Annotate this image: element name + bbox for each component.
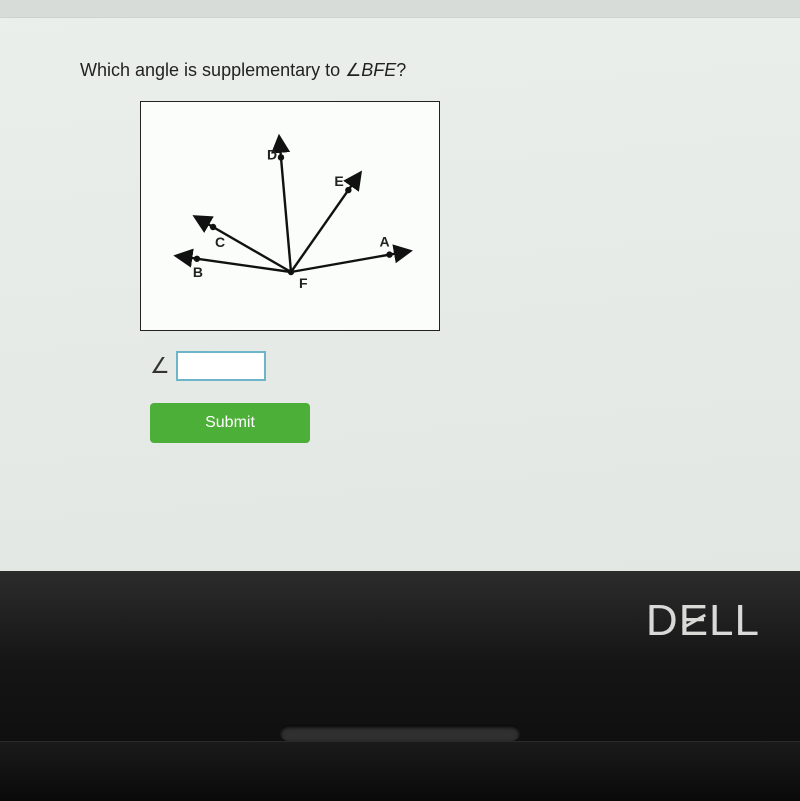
question-content: Which angle is supplementary to ∠BFE? BA… — [0, 30, 800, 443]
laptop-screen: Which angle is supplementary to ∠BFE? BA… — [0, 0, 800, 581]
svg-text:C: C — [215, 234, 225, 250]
question-text: Which angle is supplementary to ∠BFE? — [80, 60, 740, 81]
geometry-diagram: B A E D C F — [140, 101, 440, 331]
diagram-svg: B A E D C F — [141, 102, 441, 332]
brand-logo: DELL — [646, 596, 760, 646]
question-angle-label: BFE — [361, 60, 396, 80]
answer-row: ∠ — [150, 351, 740, 381]
svg-text:D: D — [267, 146, 277, 162]
laptop-bezel: DELL — [0, 571, 800, 801]
question-prefix: Which angle is supplementary to — [80, 60, 345, 80]
svg-text:B: B — [193, 264, 203, 280]
svg-text:F: F — [299, 275, 308, 291]
question-suffix: ? — [396, 60, 406, 80]
laptop-hinge — [280, 725, 520, 741]
submit-button[interactable]: Submit — [150, 403, 310, 443]
keyboard-strip — [0, 741, 800, 801]
angle-symbol-icon: ∠ — [345, 60, 361, 80]
browser-top-strip — [0, 0, 800, 18]
svg-text:A: A — [379, 234, 389, 250]
answer-input[interactable] — [176, 351, 266, 381]
answer-angle-icon: ∠ — [150, 353, 170, 379]
svg-text:E: E — [334, 173, 343, 189]
